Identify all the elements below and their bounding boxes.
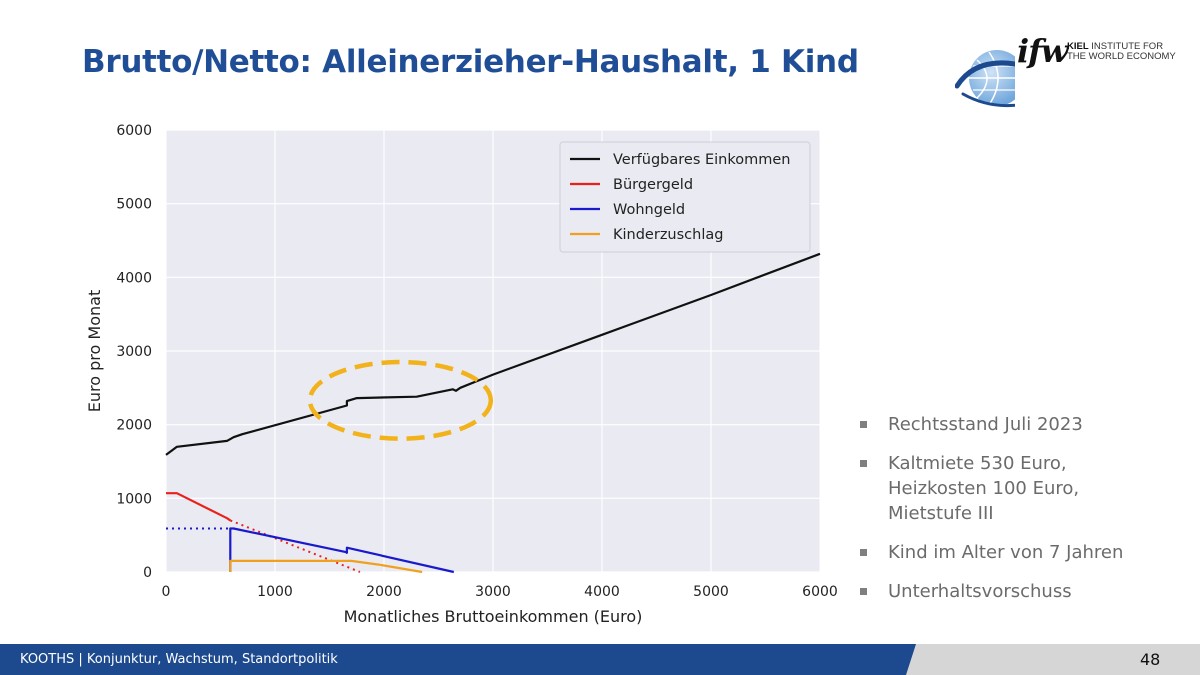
legend: Verfügbares Einkommen Bürgergeld Wohngeld K… bbox=[559, 141, 811, 253]
bullet-text: Kind im Alter von 7 Jahren bbox=[888, 542, 1124, 563]
bullet-item: Kind im Alter von 7 Jahren bbox=[858, 540, 1188, 565]
logo-name-bold: KIEL bbox=[1067, 41, 1089, 52]
page-number: 48 bbox=[1140, 650, 1161, 669]
slide-title: Brutto/Netto: Alleinerzieher-Haushalt, 1… bbox=[82, 44, 859, 80]
bullet-marker bbox=[860, 421, 867, 428]
logo-name-line1: KIEL INSTITUTE FOR bbox=[1067, 42, 1163, 52]
bullet-item: Kaltmiete 530 Euro, Heizkosten 100 Euro,… bbox=[858, 451, 1188, 526]
series-b-rgergeld-line bbox=[166, 492, 231, 522]
bullet-list: Rechtsstand Juli 2023 Kaltmiete 530 Euro… bbox=[858, 412, 1188, 618]
x-tick-label: 4000 bbox=[584, 584, 620, 600]
bullet-text: Unterhaltsvorschuss bbox=[888, 581, 1072, 602]
x-tick-label: 5000 bbox=[693, 584, 729, 600]
y-tick-label: 0 bbox=[143, 565, 152, 581]
legend-label: Kinderzuschlag bbox=[613, 227, 723, 243]
tick-labels: 0 1000 2000 3000 4000 5000 6000 0 1000 2000 3000 40… bbox=[116, 123, 837, 600]
y-tick-label: 3000 bbox=[116, 344, 152, 360]
x-tick-label: 3000 bbox=[475, 584, 511, 600]
bullet-marker bbox=[860, 549, 867, 556]
legend-label: Verfügbares Einkommen bbox=[613, 152, 790, 168]
logo-name-rest: INSTITUTE FOR bbox=[1088, 41, 1164, 52]
series-layer bbox=[165, 252, 821, 574]
logo-name-line2: THE WORLD ECONOMY bbox=[1067, 51, 1176, 62]
bullet-text: Rechtsstand Juli 2023 bbox=[888, 414, 1083, 435]
legend-label: Wohngeld bbox=[613, 202, 685, 218]
bullet-item: Unterhaltsvorschuss bbox=[858, 579, 1188, 604]
series-verf-gbares-einkommen-line bbox=[165, 252, 821, 456]
bullet-text: Kaltmiete 530 Euro, Heizkosten 100 Euro,… bbox=[888, 453, 1080, 524]
y-tick-label: 6000 bbox=[116, 123, 152, 139]
ifw-logo: ifw KIEL INSTITUTE FOR THE WORLD ECONOMY bbox=[955, 28, 1185, 112]
annotation-layer bbox=[307, 359, 494, 441]
chart-svg: 0 1000 2000 3000 4000 5000 6000 0 1000 2000 3000 40… bbox=[85, 123, 838, 626]
footer-bar-accent bbox=[0, 644, 916, 675]
legend-label: Bürgergeld bbox=[613, 177, 693, 193]
globe-icon bbox=[955, 50, 1015, 108]
x-tick-label: 6000 bbox=[802, 584, 838, 600]
y-axis-label: Euro pro Monat bbox=[85, 290, 104, 412]
legend-box bbox=[559, 141, 811, 253]
series-kinderzuschlag-line bbox=[229, 559, 423, 574]
y-tick-label: 4000 bbox=[116, 270, 152, 286]
x-tick-label: 1000 bbox=[257, 584, 293, 600]
highlight-ellipse bbox=[307, 359, 494, 441]
series-wohngeld-line bbox=[229, 527, 455, 574]
x-axis-label: Monatliches Bruttoeinkommen (Euro) bbox=[344, 607, 643, 626]
y-tick-label: 2000 bbox=[116, 418, 152, 434]
bullet-marker bbox=[860, 460, 867, 467]
footer-text: KOOTHS | Konjunktur, Wachstum, Standortp… bbox=[20, 652, 338, 667]
logo-mark: ifw bbox=[1017, 32, 1068, 70]
bullet-item: Rechtsstand Juli 2023 bbox=[858, 412, 1188, 437]
x-tick-label: 0 bbox=[162, 584, 171, 600]
bullet-marker bbox=[860, 588, 867, 595]
chart: 0 1000 2000 3000 4000 5000 6000 0 1000 2000 3000 40… bbox=[70, 118, 840, 638]
y-tick-label: 1000 bbox=[116, 491, 152, 507]
x-tick-label: 2000 bbox=[366, 584, 402, 600]
y-tick-label: 5000 bbox=[116, 197, 152, 213]
